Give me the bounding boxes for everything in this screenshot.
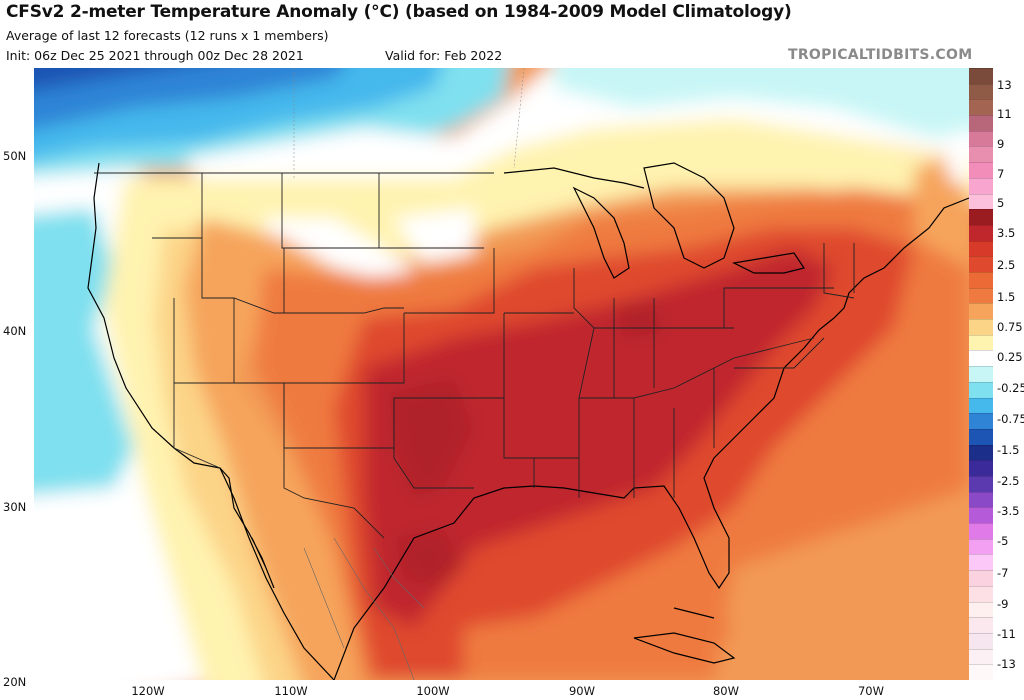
colorbar-swatch <box>969 350 993 367</box>
lat-label-20n: 20N <box>3 675 27 689</box>
colorbar-label: -5 <box>997 534 1009 548</box>
colorbar-label: 7 <box>997 167 1005 181</box>
colorbar-swatch <box>969 130 993 147</box>
init-time: Init: 06z Dec 25 2021 through 00z Dec 28… <box>6 48 304 63</box>
state-borders <box>94 172 855 539</box>
colorbar-swatch <box>969 397 993 414</box>
colorbar-swatch <box>969 381 993 399</box>
colorbar-swatch <box>969 177 993 195</box>
coastlines <box>87 162 969 680</box>
colorbar-swatch <box>969 460 993 477</box>
mexico-borders <box>303 537 425 680</box>
subtitle: Average of last 12 forecasts (12 runs x … <box>6 28 329 43</box>
colorbar-label: 9 <box>997 137 1005 151</box>
colorbar-swatch <box>969 428 993 446</box>
colorbar-swatch <box>969 99 993 116</box>
colorbar-swatch <box>969 287 993 304</box>
lon-label-110w: 110W <box>274 684 308 698</box>
page-title: CFSv2 2-meter Temperature Anomaly (°C) (… <box>6 2 792 22</box>
lon-label-80w: 80W <box>712 684 739 698</box>
colorbar-swatch <box>969 193 993 210</box>
colorbar-label: -7 <box>997 566 1009 580</box>
colorbar-label: 13 <box>997 78 1012 92</box>
colorbar-label: -1.5 <box>997 443 1020 457</box>
lat-label-40n: 40N <box>3 324 27 338</box>
colorbar-swatch <box>969 507 993 524</box>
colorbar-swatch <box>969 491 993 508</box>
colorbar-swatch <box>969 413 993 430</box>
colorbar-swatch <box>969 601 993 618</box>
colorbar <box>969 68 993 681</box>
colorbar-swatch <box>969 209 993 226</box>
colorbar-swatch <box>969 554 993 571</box>
colorbar-swatch <box>969 617 993 634</box>
anomaly-map <box>34 68 969 680</box>
colorbar-label: 0.75 <box>997 320 1023 334</box>
lon-label-120w: 120W <box>131 684 165 698</box>
colorbar-swatch <box>969 319 993 336</box>
colorbar-swatch <box>969 224 993 242</box>
lat-label-50n: 50N <box>3 149 27 163</box>
colorbar-swatch <box>969 115 993 132</box>
colorbar-label: 1.5 <box>997 290 1016 304</box>
colorbar-swatch <box>969 632 993 650</box>
colorbar-label: 11 <box>997 107 1012 121</box>
colorbar-swatch <box>969 162 993 179</box>
colorbar-label: 3.5 <box>997 226 1016 240</box>
lat-label-30n: 30N <box>3 500 27 514</box>
colorbar-label: -2.5 <box>997 474 1020 488</box>
colorbar-label: -3.5 <box>997 504 1020 518</box>
lon-label-70w: 70W <box>857 684 884 698</box>
colorbar-swatch <box>969 444 993 461</box>
colorbar-swatch <box>969 272 993 289</box>
colorbar-swatch <box>969 476 993 493</box>
colorbar-label: -13 <box>997 657 1016 671</box>
colorbar-swatch <box>969 334 993 351</box>
colorbar-swatch <box>969 523 993 540</box>
valid-period: Valid for: Feb 2022 <box>385 48 503 63</box>
colorbar-label: 2.5 <box>997 258 1016 272</box>
colorbar-swatch <box>969 585 993 603</box>
colorbar-label: -0.75 <box>997 412 1024 426</box>
colorbar-swatch <box>969 256 993 273</box>
colorbar-swatch <box>969 146 993 163</box>
colorbar-swatch <box>969 570 993 587</box>
brand-watermark: TROPICALTIDBITS.COM <box>788 47 973 63</box>
colorbar-swatch <box>969 538 993 555</box>
colorbar-swatch <box>969 240 993 257</box>
colorbar-label: 0.25 <box>997 350 1023 364</box>
anomaly-field <box>34 68 969 680</box>
colorbar-swatch <box>969 664 993 681</box>
colorbar-label: 5 <box>997 196 1005 210</box>
graticule <box>293 68 525 178</box>
colorbar-swatch <box>969 83 993 100</box>
colorbar-label: -9 <box>997 597 1009 611</box>
colorbar-swatch <box>969 366 993 383</box>
colorbar-label: -0.25 <box>997 381 1024 395</box>
colorbar-swatch <box>969 648 993 665</box>
lon-label-90w: 90W <box>568 684 595 698</box>
lon-label-100w: 100W <box>416 684 450 698</box>
colorbar-swatch <box>969 68 993 85</box>
colorbar-label: -11 <box>997 627 1016 641</box>
colorbar-swatch <box>969 303 993 320</box>
